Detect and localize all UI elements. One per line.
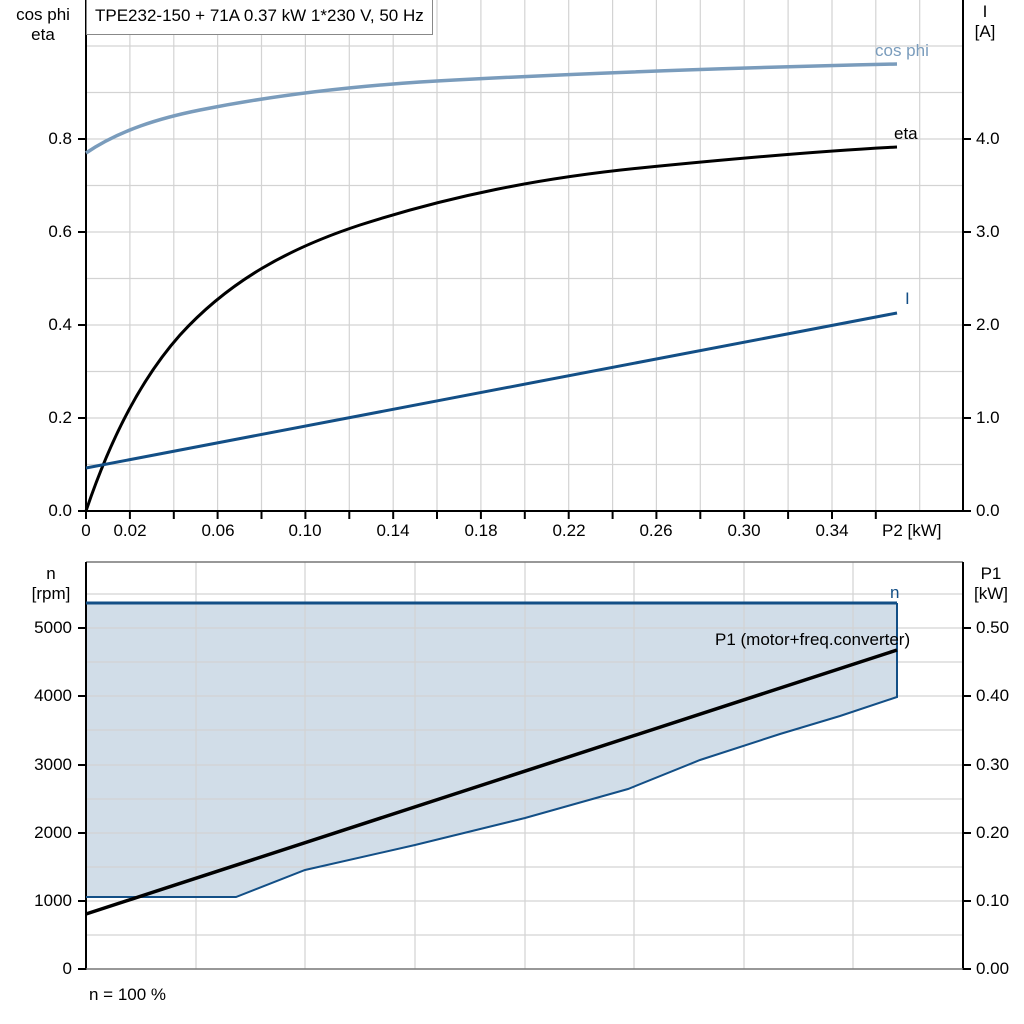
left-tick: 0.4 [48,315,72,334]
p1-tick: 0.50 [976,618,1010,637]
right-tick: 0.0 [976,501,1000,520]
bottom-chart-axes [78,561,971,970]
p1-axis-unit: [kW] [974,584,1008,603]
p1-curve-label: P1 (motor+freq.converter) [715,630,911,649]
top-chart-grid [86,0,963,511]
cos-phi-axis-label: cos phi [16,5,70,24]
p1-axis-label: P1 [kW] [966,564,1016,604]
x-tick: 0.30 [727,521,761,540]
speed-range-outline [86,603,898,898]
speed-axis-unit: [rpm] [31,584,71,603]
x-tick: 0.34 [815,521,849,540]
speed-percentage-note: n = 100 % [89,985,167,1004]
speed-tick: 1000 [34,891,72,910]
speed-tick: 3000 [34,755,72,774]
left-tick: 0.2 [48,408,72,427]
speed-tick: 2000 [34,823,72,842]
chart-title: TPE232-150 + 71A 0.37 kW 1*230 V, 50 Hz [86,0,433,35]
current-axis-name: I [982,2,988,21]
right-tick: 3.0 [976,222,1000,241]
left-tick: 0.0 [48,501,72,520]
x-tick: 0.06 [201,521,235,540]
eta-curve-label: eta [894,124,918,143]
speed-curve-label: n [890,583,900,602]
eta-curve [84,145,898,512]
x-tick: 0.02 [113,521,147,540]
p1-tick: 0.20 [976,823,1010,842]
right-tick: 1.0 [976,408,1000,427]
current-curve-label: I [905,289,910,308]
right-tick: 4.0 [976,129,1000,148]
cos-phi-curve-label: cos phi [875,41,929,60]
p1-tick: 0.00 [976,959,1010,978]
x-axis-label: P2 [kW] [882,521,942,540]
top-chart-axes [78,0,971,519]
speed-tick: 5000 [34,618,72,637]
p1-tick: 0.10 [976,891,1010,910]
x-tick: 0.22 [552,521,586,540]
x-tick: 0.26 [639,521,673,540]
x-tick: 0.18 [464,521,498,540]
x-tick: 0 [81,521,91,540]
p1-curve [85,648,898,916]
left-tick: 0.6 [48,222,72,241]
x-tick: 0.10 [288,521,322,540]
right-tick: 2.0 [976,315,1000,334]
current-axis-unit: [A] [974,22,996,41]
bottom-chart-grid [86,562,963,969]
top-right-axis-label: I [A] [970,2,1000,42]
eta-axis-label: eta [31,25,55,44]
speed-axis-label: n [rpm] [26,564,76,604]
p1-tick: 0.30 [976,755,1010,774]
left-tick: 0.8 [48,129,72,148]
speed-tick: 4000 [34,686,72,705]
current-curve [85,311,898,470]
speed-tick: 0 [62,959,72,978]
speed-range-fill [86,603,897,897]
p1-axis-name: P1 [980,564,1002,583]
x-tick: 0.14 [376,521,410,540]
top-left-axis-label: cos phi eta [6,5,80,45]
speed-axis-name: n [46,564,56,583]
cos-phi-curve [85,62,898,155]
p1-tick: 0.40 [976,686,1010,705]
